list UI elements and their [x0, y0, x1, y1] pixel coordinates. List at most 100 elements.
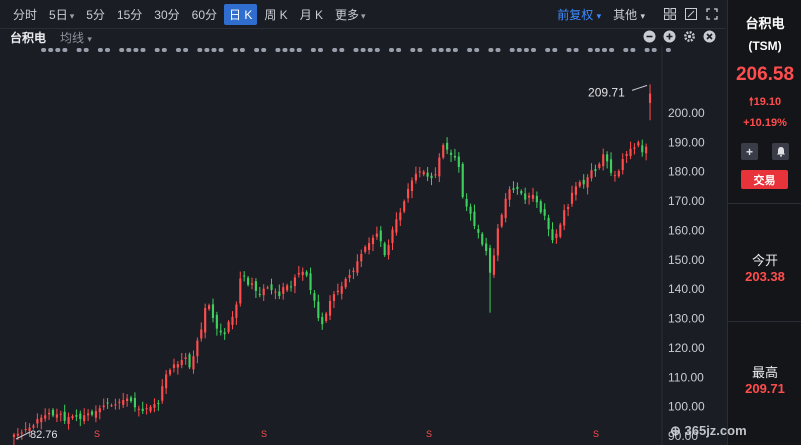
candle-body — [211, 304, 215, 318]
price-adjust-label: 前复权 — [557, 7, 594, 22]
candle-body — [488, 247, 492, 273]
price-change: 🠕19.10 — [728, 93, 801, 112]
last-price: 206.58 — [735, 64, 795, 85]
event-dot — [318, 48, 323, 52]
candle-body — [239, 278, 242, 304]
event-dot — [55, 48, 61, 52]
event-dot — [296, 48, 302, 52]
tab-daily-k[interactable]: 日 K — [224, 3, 258, 25]
moving-average-dropdown[interactable]: 均线 ▾ — [60, 29, 92, 46]
event-dot — [474, 48, 480, 52]
grid-icon[interactable] — [664, 8, 676, 20]
zoom-in-icon[interactable] — [663, 30, 676, 43]
quote-actions: + — [741, 143, 801, 160]
event-dot — [332, 48, 338, 52]
candle-body — [539, 201, 542, 213]
event-dot — [438, 48, 444, 52]
candle-body — [520, 191, 523, 194]
candle-body — [481, 233, 484, 245]
tab-15min[interactable]: 15分 — [116, 7, 143, 22]
candle-body — [75, 415, 78, 417]
candle-body — [606, 154, 609, 162]
min-pointer — [15, 431, 31, 440]
candle-body — [219, 330, 222, 333]
tab-more[interactable]: 更多 ▾ — [330, 4, 371, 25]
candle-body — [500, 214, 503, 227]
candle-body — [446, 142, 449, 150]
candle-body — [153, 404, 156, 408]
event-dot — [289, 48, 295, 52]
price-change-value: 19.10 — [753, 96, 782, 108]
candle-body — [129, 397, 133, 402]
event-dot — [488, 48, 494, 52]
candle-body — [227, 321, 230, 333]
candle-body — [547, 217, 550, 230]
tab-60min[interactable]: 60分 — [191, 7, 217, 22]
divider — [728, 321, 801, 322]
candle-body — [578, 181, 581, 187]
candle-body — [383, 243, 386, 256]
candle-body — [145, 408, 148, 410]
tab-timeshare[interactable]: 分时 — [13, 7, 38, 22]
event-dot — [467, 48, 473, 52]
candle-body — [196, 340, 199, 357]
event-dot — [218, 48, 224, 52]
candle-body — [79, 413, 82, 420]
alert-bell-icon[interactable] — [772, 143, 789, 160]
candle-body — [368, 243, 371, 250]
candle-body — [67, 417, 70, 424]
add-watchlist-icon[interactable]: + — [741, 143, 758, 160]
candle-body — [574, 186, 577, 195]
tab-30min[interactable]: 30分 — [154, 7, 180, 22]
candle-body — [204, 308, 207, 333]
tab-monthly-k[interactable]: 月 K — [299, 7, 324, 22]
event-dot — [410, 48, 416, 52]
expand-icon[interactable] — [706, 8, 718, 20]
y-tick-label: 170.00 — [668, 194, 705, 208]
candle-body — [12, 434, 16, 438]
event-dot — [133, 48, 139, 52]
split-event-marker: S — [261, 429, 267, 439]
timeframe-tabs: 分时 5日 ▾ 5分 15分 30分 60分 日 K 周 K 月 K 更多 ▾ — [8, 3, 373, 25]
candlestick-chart[interactable]: 200.00 190.00 180.00 170.00 160.00 150.00 140.… — [6, 46, 720, 445]
tab-weekly-k[interactable]: 周 K — [264, 7, 288, 22]
draw-tool-icon[interactable] — [685, 8, 697, 20]
candle-body — [473, 211, 476, 227]
candle-body — [44, 415, 47, 419]
event-dot — [261, 48, 267, 52]
arrow-up-icon: 🠕 — [748, 96, 754, 108]
candle-body — [266, 287, 269, 289]
candle-body — [282, 287, 285, 294]
price-change-percent: +10.19% — [743, 117, 787, 129]
event-dot — [310, 48, 316, 52]
candle-body — [328, 300, 332, 316]
tab-5min[interactable]: 5分 — [86, 7, 105, 22]
zoom-out-icon[interactable] — [643, 30, 656, 43]
candle-body — [262, 288, 265, 296]
other-dropdown[interactable]: 其他 ▾ — [613, 6, 645, 23]
candle-body — [469, 206, 472, 214]
divider — [728, 203, 801, 204]
y-tick-label: 130.00 — [668, 312, 705, 326]
candle-body — [55, 414, 58, 418]
event-dot — [360, 48, 366, 52]
candle-body — [176, 364, 179, 368]
candle-body — [449, 152, 453, 155]
price-adjust-dropdown[interactable]: 前复权 ▾ — [557, 6, 601, 23]
event-dot — [545, 48, 551, 52]
event-dot — [204, 48, 210, 52]
candle-body — [586, 177, 589, 188]
min-price-label: 82.76 — [30, 429, 58, 441]
candle-body — [321, 316, 324, 325]
event-dot — [211, 48, 217, 52]
candle-body — [399, 212, 402, 221]
trade-button[interactable]: 交易 — [741, 170, 788, 189]
event-dot — [339, 48, 345, 52]
candle-body — [375, 233, 378, 237]
candle-body — [410, 180, 414, 192]
tab-5day[interactable]: 5日 ▾ — [44, 4, 79, 25]
y-tick-label: 160.00 — [668, 223, 705, 237]
settings-gear-icon[interactable] — [683, 30, 696, 43]
stock-name: 台积电 — [745, 16, 785, 31]
close-icon[interactable] — [703, 30, 716, 43]
